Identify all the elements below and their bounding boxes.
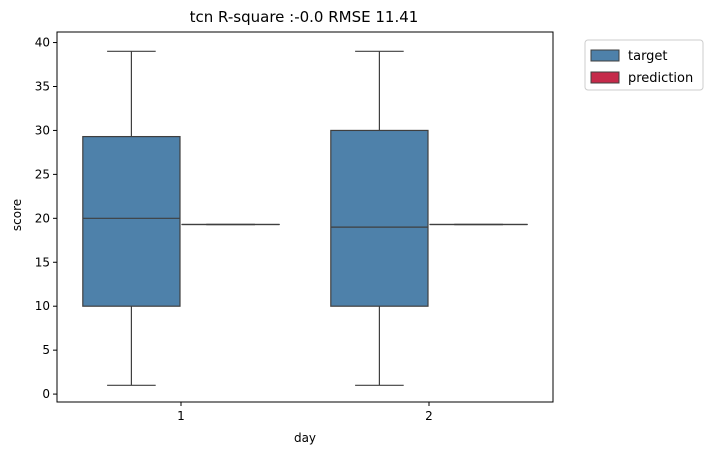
y-tick-label: 25 (35, 167, 50, 181)
plot-area (82, 50, 528, 386)
x-axis-label: day (294, 431, 316, 445)
y-tick-label: 5 (42, 343, 50, 357)
y-tick-label: 10 (35, 299, 50, 313)
y-axis-label: score (10, 199, 24, 231)
legend-label-prediction: prediction (628, 71, 693, 86)
target-box-1 (82, 50, 181, 386)
legend-swatch-target (590, 49, 620, 62)
y-tick-label: 0 (42, 387, 50, 401)
plot-frame (56, 31, 554, 403)
box-body (330, 129, 429, 307)
chart-title: tcn R-square :-0.0 RMSE 11.41 (190, 8, 419, 26)
y-tick-label: 20 (35, 211, 50, 225)
y-tick-label: 30 (35, 123, 50, 137)
legend: target prediction (584, 39, 704, 91)
y-tick-label: 35 (35, 79, 50, 93)
box-body (82, 135, 181, 307)
x-tick-label: 1 (177, 409, 185, 423)
y-tick-label: 40 (35, 36, 50, 50)
x-tick-label: 2 (425, 409, 433, 423)
legend-swatch-prediction (590, 71, 620, 84)
y-tick-label: 15 (35, 255, 50, 269)
axes: 0 5 10 15 20 25 30 35 40 1 2 (35, 31, 554, 423)
target-box-2 (330, 50, 429, 386)
legend-label-target: target (628, 49, 668, 64)
